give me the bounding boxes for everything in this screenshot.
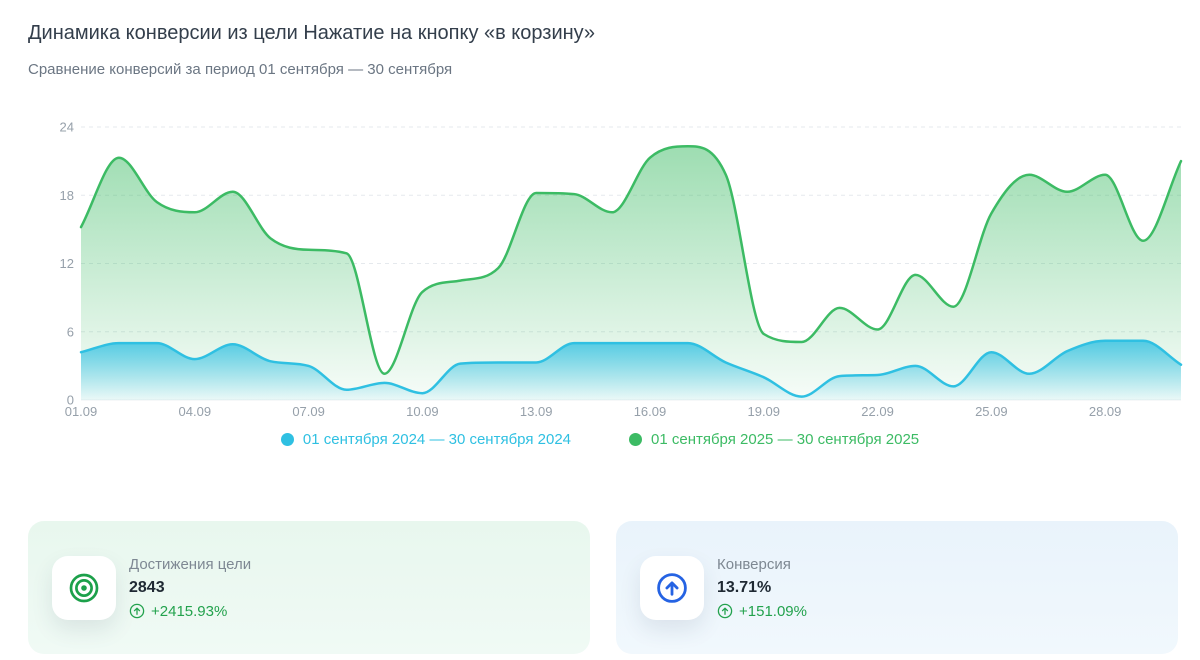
arrow-up-circle-icon — [657, 572, 687, 603]
legend-label-2024: 01 сентября 2024 — 30 сентября 2024 — [302, 431, 571, 448]
series-line — [79, 145, 1183, 376]
x-axis-tick-label: 01.09 — [65, 404, 98, 419]
series-area — [81, 146, 1181, 400]
x-axis-tick-label: 28.09 — [1089, 404, 1122, 419]
y-axis-tick-label: 6 — [67, 324, 74, 339]
legend-item-2024[interactable]: 01 сентября 2024 — 30 сентября 2024 — [280, 431, 571, 448]
card-change-value: +151.09% — [739, 602, 807, 620]
card-label: Достижения цели — [129, 555, 252, 573]
card-value: 13.71% — [717, 578, 772, 596]
legend-dot-2025-icon — [629, 433, 642, 446]
trend-up-icon — [129, 603, 145, 619]
y-axis-tick-label: 18 — [60, 188, 74, 203]
card-change: +151.09% — [717, 603, 807, 620]
page-subtitle: Сравнение конверсий за период 01 сентябр… — [28, 61, 453, 78]
goal-icon-box — [52, 555, 116, 620]
card-change: +2415.93% — [129, 603, 251, 620]
card-label: Конверсия — [717, 555, 791, 573]
y-axis-tick-label: 24 — [60, 120, 74, 135]
x-axis-tick-label: 19.09 — [747, 404, 780, 419]
series-line — [79, 339, 1183, 398]
x-axis-tick-label: 04.09 — [179, 404, 212, 419]
legend-dot-2024-icon — [280, 433, 294, 446]
y-axis-tick-label: 12 — [60, 256, 74, 271]
target-icon — [69, 573, 99, 602]
x-axis-tick-label: 16.09 — [634, 404, 667, 419]
x-axis-tick-label: 13.09 — [520, 404, 553, 419]
conversion-chart-canvas[interactable]: 0 6 12 18 24 01.09 04.09 07.09 10.09 13.09 16.09 19… — [0, 95, 1200, 430]
page-title: Динамика конверсии из цели Нажатие на кн… — [28, 22, 596, 44]
legend-label-2025: 01 сентября 2025 — 30 сентября 2025 — [651, 431, 920, 448]
x-axis-tick-label: 10.09 — [406, 404, 439, 419]
x-axis-tick-label: 07.09 — [292, 404, 325, 419]
trend-up-icon — [717, 603, 733, 619]
legend-item-2025[interactable]: 01 сентября 2025 — 30 сентября 2025 — [629, 431, 919, 448]
x-axis-tick-label: 22.09 — [861, 404, 894, 419]
series-area — [81, 340, 1181, 400]
conversion-chart[interactable]: 0 6 12 18 24 01.09 04.09 07.09 10.09 13.09 16.09 19… — [0, 95, 1200, 430]
card-change-value: +2415.93% — [151, 602, 228, 620]
card-value: 2843 — [129, 578, 165, 596]
card-conversion: Конверсия 13.71% +151.09% — [616, 521, 1178, 654]
x-axis-tick-label: 25.09 — [975, 404, 1008, 419]
y-axis-tick-label: 0 — [67, 393, 74, 408]
conversion-icon-box — [640, 555, 704, 620]
chart-legend: 01 сентября 2024 — 30 сентября 2024 01 с… — [0, 431, 1200, 448]
card-goal-achievements: Достижения цели 2843 +2415.93% — [28, 521, 590, 654]
